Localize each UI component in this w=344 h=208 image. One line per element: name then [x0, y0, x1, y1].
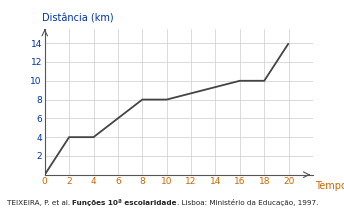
Text: Distância (km): Distância (km) — [42, 13, 114, 23]
Text: TEIXEIRA, P. et al.: TEIXEIRA, P. et al. — [7, 200, 72, 206]
Text: . Lisboa: Ministério da Educação, 1997.: . Lisboa: Ministério da Educação, 1997. — [177, 199, 318, 206]
Text: Funções 10ª escolaridade: Funções 10ª escolaridade — [72, 199, 177, 206]
Text: Tempo (min): Tempo (min) — [315, 181, 344, 191]
